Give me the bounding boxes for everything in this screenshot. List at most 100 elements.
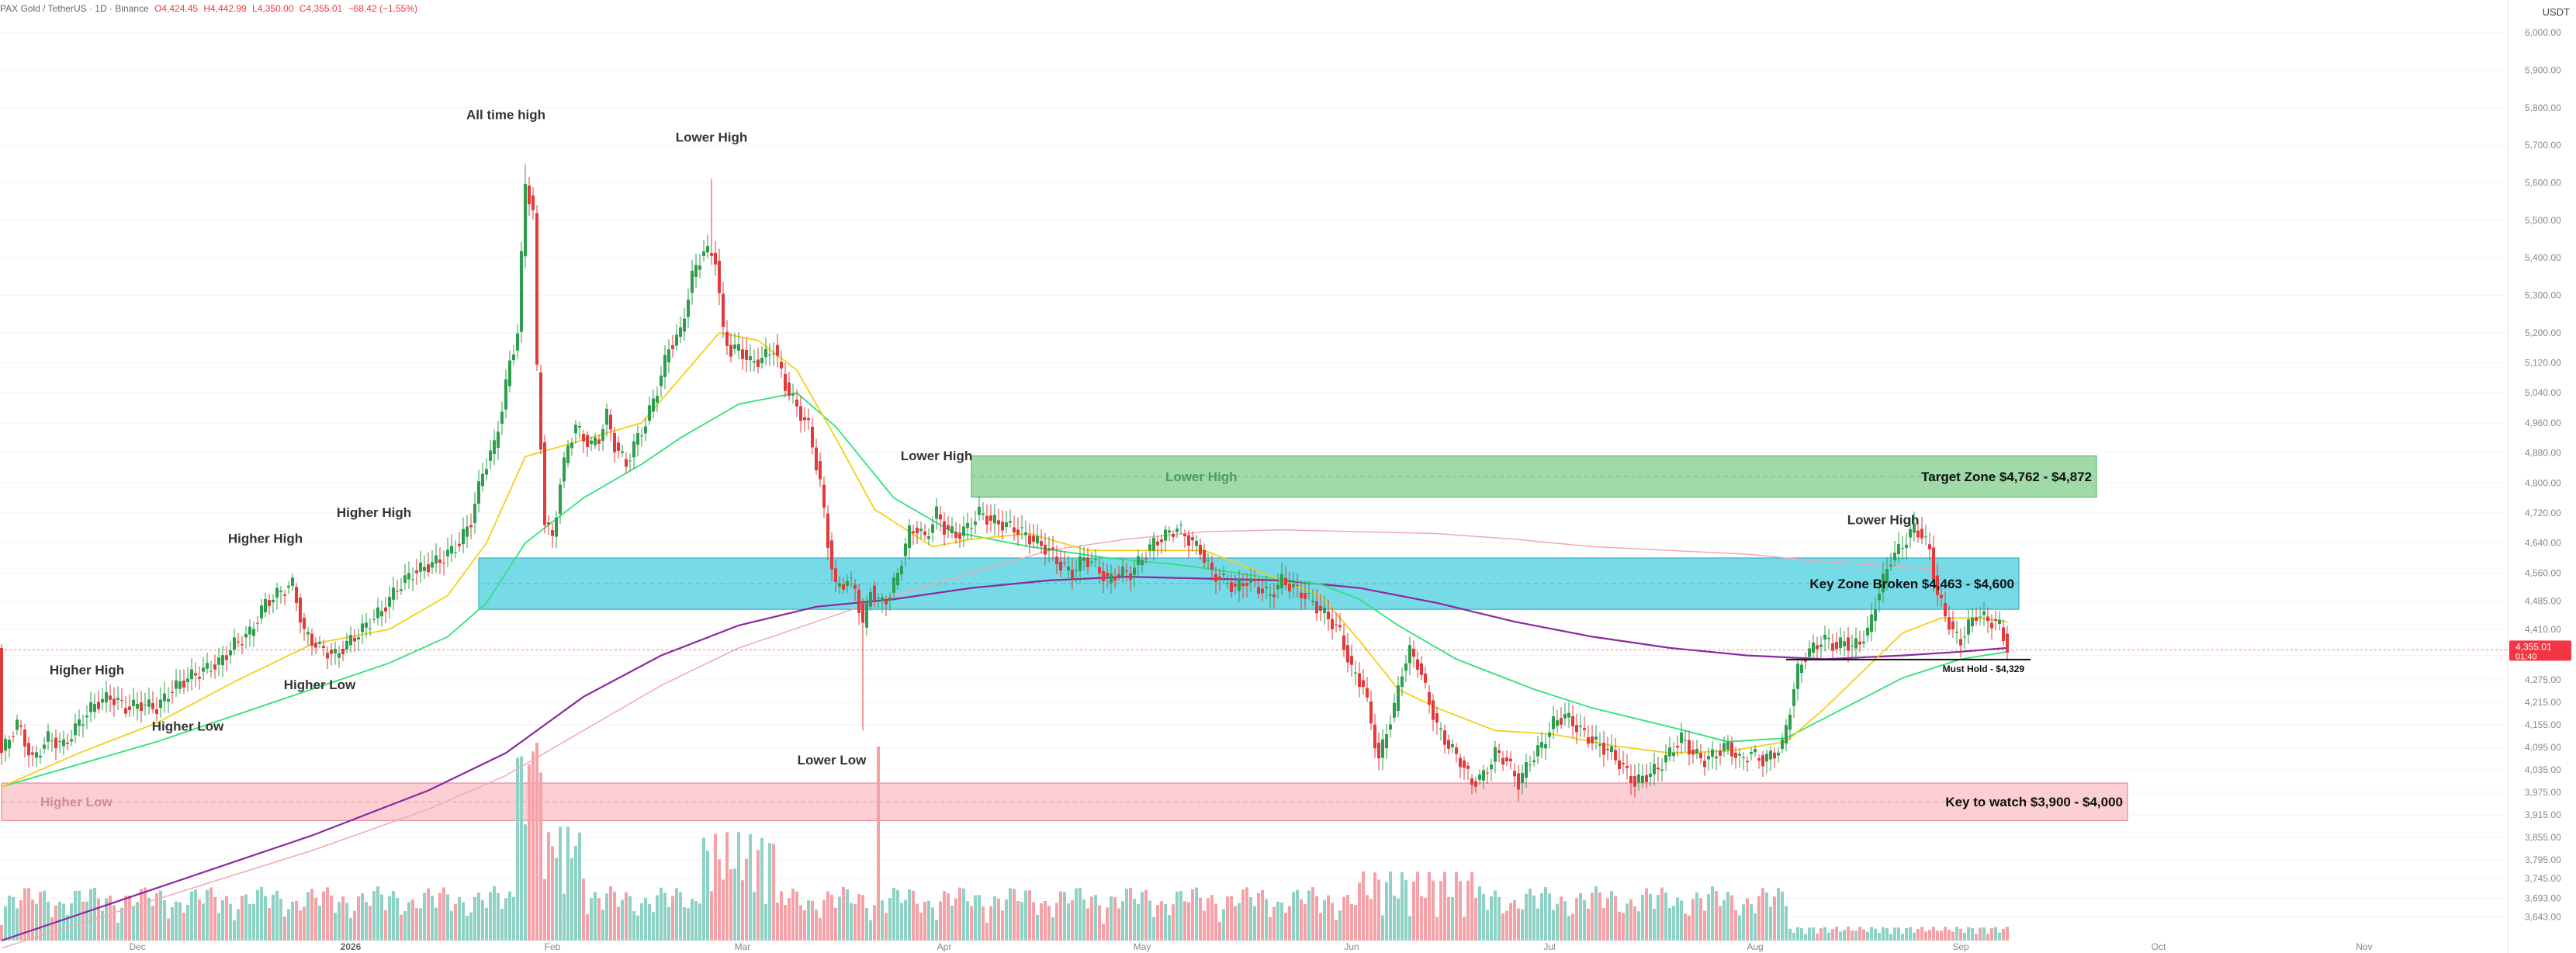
candle[interactable] [1478,775,1481,780]
candle[interactable] [1754,749,1757,753]
candle[interactable] [1913,523,1916,533]
candle[interactable] [1796,664,1799,689]
candle[interactable] [516,333,519,351]
candle[interactable] [1862,641,1865,644]
candle[interactable] [396,591,399,592]
candle[interactable] [186,678,189,682]
candle[interactable] [1183,534,1186,537]
candle[interactable] [2006,633,2009,653]
candle[interactable] [1377,742,1380,759]
candle[interactable] [1439,728,1442,730]
candle[interactable] [857,589,860,614]
candle[interactable] [1994,619,1997,621]
candle[interactable] [31,752,34,755]
candle[interactable] [958,533,961,539]
candle[interactable] [1191,537,1194,541]
candle[interactable] [23,729,26,747]
candle[interactable] [1016,529,1020,535]
candle[interactable] [1711,749,1714,757]
candle[interactable] [89,702,92,712]
candle[interactable] [1401,676,1404,688]
candle[interactable] [1548,732,1551,737]
candle[interactable] [1649,773,1652,778]
candle[interactable] [1536,745,1539,757]
candle[interactable] [190,669,193,680]
candle[interactable] [1866,627,1869,636]
candle[interactable] [384,607,387,612]
candle[interactable] [888,597,892,601]
candle[interactable] [4,739,7,751]
candle[interactable] [1556,720,1559,726]
candle[interactable] [1517,773,1520,790]
candle[interactable] [1141,560,1144,566]
candle[interactable] [326,653,329,659]
candle[interactable] [574,425,577,434]
candle[interactable] [260,605,263,619]
candle[interactable] [1529,764,1532,766]
candle[interactable] [256,622,259,624]
candle[interactable] [303,617,306,629]
candle[interactable] [1878,593,1881,601]
candle[interactable] [795,399,798,407]
candle[interactable] [753,361,756,363]
candle[interactable] [881,597,884,601]
candle[interactable] [826,513,829,548]
candle[interactable] [656,395,659,403]
candle[interactable] [566,445,570,463]
candle[interactable] [636,432,639,445]
candle[interactable] [869,591,872,607]
candle[interactable] [1924,536,1927,538]
candle[interactable] [1858,641,1861,645]
candle[interactable] [330,650,333,654]
candle[interactable] [1222,574,1225,576]
candle[interactable] [466,526,469,537]
candle[interactable] [962,526,965,536]
candle[interactable] [1664,754,1667,763]
candle[interactable] [361,623,364,632]
candle[interactable] [287,585,290,588]
candle[interactable] [268,600,271,606]
candle[interactable] [1459,757,1462,768]
candle[interactable] [815,447,818,470]
candle[interactable] [1909,528,1912,538]
candle[interactable] [1241,583,1245,587]
candle[interactable] [244,633,248,638]
candle[interactable] [1494,747,1497,762]
candle[interactable] [1385,734,1388,749]
candle[interactable] [535,213,538,365]
candle[interactable] [1982,611,1986,615]
candle[interactable] [1253,580,1256,581]
candle[interactable] [1447,740,1450,749]
candle[interactable] [217,657,220,665]
candle[interactable] [1218,576,1221,580]
candle[interactable] [167,698,170,702]
candle[interactable] [1781,739,1784,749]
candle[interactable] [1738,754,1741,756]
candle[interactable] [819,461,822,480]
symbol-name[interactable]: PAX Gold / TetherUS · 1D · Binance [0,3,149,14]
candle[interactable] [660,375,663,386]
candle[interactable] [1835,642,1838,650]
candle[interactable] [1117,574,1120,577]
candle[interactable] [101,698,104,703]
candle[interactable] [458,543,461,546]
candle[interactable] [1389,724,1392,730]
candle[interactable] [136,704,139,709]
candle[interactable] [601,429,604,442]
candle[interactable] [1641,775,1644,783]
candle[interactable] [954,532,957,539]
candle[interactable] [1920,528,1923,539]
candle[interactable] [1323,607,1326,614]
candle[interactable] [318,641,321,644]
candle[interactable] [997,520,1000,525]
candle[interactable] [299,598,302,623]
candle[interactable] [1552,716,1555,729]
candle[interactable] [314,643,317,648]
candle[interactable] [1261,588,1264,594]
candle[interactable] [431,562,434,568]
candle[interactable] [504,379,507,410]
candle[interactable] [1734,752,1737,758]
candle[interactable] [1032,535,1035,542]
candle[interactable] [58,741,61,743]
candle[interactable] [1094,559,1097,560]
